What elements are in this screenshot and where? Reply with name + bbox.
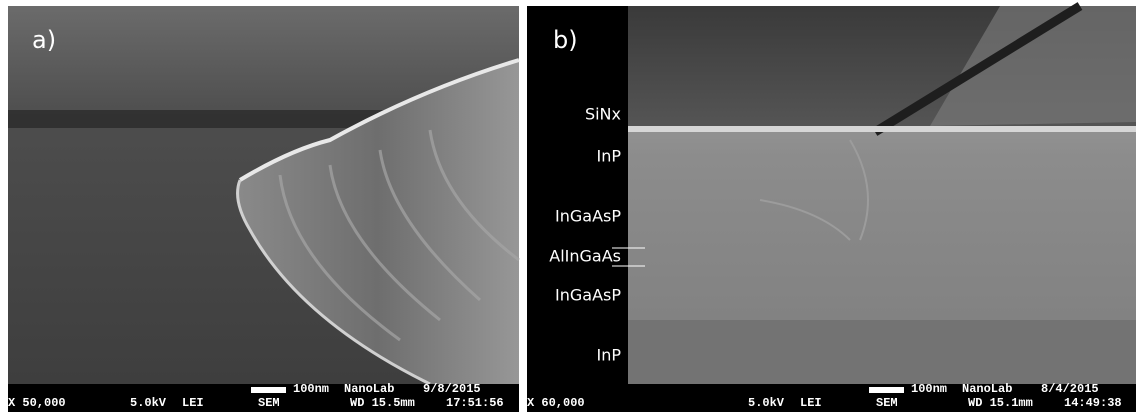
panel-a-image (8, 6, 519, 384)
layer-label: InP (596, 346, 621, 365)
info-lab: NanoLab (962, 382, 1012, 396)
info-detector: LEI (800, 396, 822, 410)
panel-label: a) (32, 26, 56, 54)
info-time: 14:49:38 (1064, 396, 1122, 410)
info-lab: NanoLab (344, 382, 394, 396)
info-date: 9/8/2015 (423, 382, 481, 396)
layer-label: AlInGaAs (549, 247, 621, 266)
layer-label: SiNx (585, 105, 621, 124)
info-wd: WD 15.1mm (968, 396, 1033, 410)
info-magnification: X 50,000 (8, 396, 66, 410)
info-date: 8/4/2015 (1041, 382, 1099, 396)
info-mode: SEM (258, 396, 280, 410)
info-scale: 100nm (293, 382, 329, 396)
info-detector: LEI (182, 396, 204, 410)
panel-b-image (527, 6, 1136, 384)
layer-label: InGaAsP (555, 286, 621, 305)
info-voltage: 5.0kV (748, 396, 785, 410)
panel-label: b) (553, 26, 578, 54)
info-magnification: X 60,000 (527, 396, 585, 410)
figure: a) X 50,000 5.0kV LEI SEM WD 15.5mm 17:51:56 10… (0, 0, 1136, 414)
layer-label: InP (596, 147, 621, 166)
scale-bar (869, 387, 904, 393)
info-time: 17:51:56 (446, 396, 504, 410)
info-mode: SEM (876, 396, 898, 410)
info-wd: WD 15.5mm (350, 396, 415, 410)
layer-label: InGaAsP (555, 207, 621, 226)
info-scale: 100nm (911, 382, 947, 396)
info-voltage: 5.0kV (130, 396, 167, 410)
scale-bar (251, 387, 286, 393)
